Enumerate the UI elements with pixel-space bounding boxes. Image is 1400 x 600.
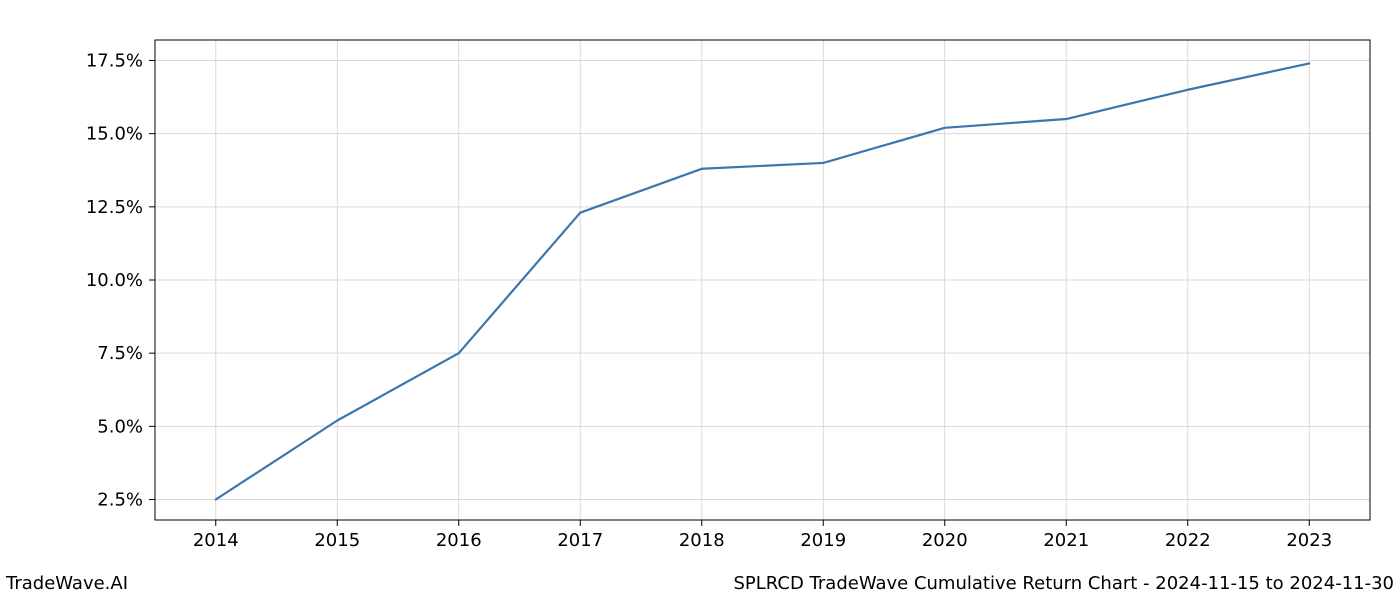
x-tick-label: 2016 — [436, 530, 482, 551]
x-tick-label: 2020 — [922, 530, 968, 551]
x-tick-label: 2022 — [1165, 530, 1211, 551]
y-tick-label: 17.5% — [86, 50, 143, 71]
footer-right-label: SPLRCD TradeWave Cumulative Return Chart… — [733, 573, 1394, 594]
x-tick-label: 2021 — [1043, 530, 1089, 551]
y-tick-label: 2.5% — [97, 490, 143, 511]
footer-left-label: TradeWave.AI — [6, 573, 128, 594]
x-tick-label: 2014 — [193, 530, 239, 551]
y-tick-label: 10.0% — [86, 270, 143, 291]
y-tick-label: 12.5% — [86, 197, 143, 218]
x-tick-label: 2015 — [314, 530, 360, 551]
y-tick-label: 15.0% — [86, 124, 143, 145]
chart-container: 2014 2015 2016 2017 2018 2019 2020 2021 2022 2023… — [0, 0, 1400, 600]
x-tick-label: 2018 — [679, 530, 725, 551]
y-tick-label: 7.5% — [97, 343, 143, 364]
x-tick-label: 2023 — [1286, 530, 1332, 551]
line-chart: 2014 2015 2016 2017 2018 2019 2020 2021 2022 2023… — [0, 0, 1400, 600]
y-tick-label: 5.0% — [97, 416, 143, 437]
x-tick-label: 2019 — [800, 530, 846, 551]
x-tick-label: 2017 — [557, 530, 603, 551]
